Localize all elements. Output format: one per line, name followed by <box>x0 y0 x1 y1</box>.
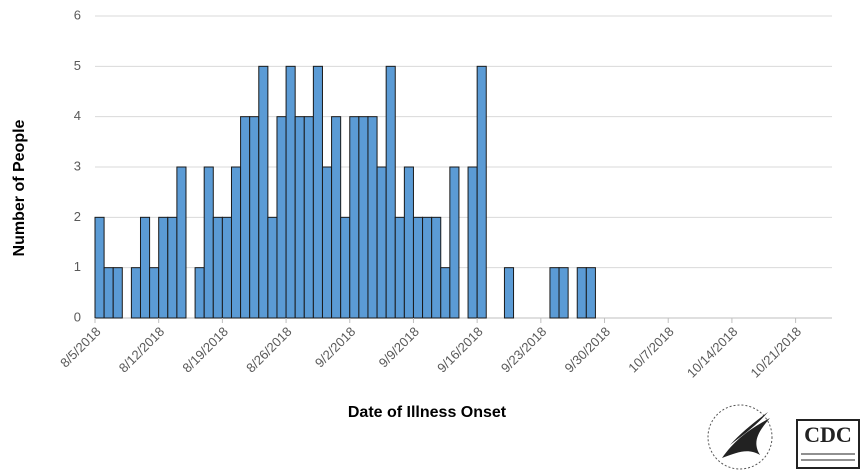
x-tick-label: 9/2/2018 <box>312 324 358 370</box>
bar <box>149 267 160 319</box>
bar <box>376 166 387 319</box>
bar <box>449 166 460 319</box>
bar <box>285 65 296 319</box>
bar <box>312 65 323 319</box>
bar <box>103 267 114 319</box>
x-tick-label: 9/30/2018 <box>562 324 614 376</box>
x-tick-label: 9/23/2018 <box>498 324 550 376</box>
bar <box>403 166 414 319</box>
bar <box>139 216 151 319</box>
x-tick-label: 10/21/2018 <box>748 324 805 381</box>
x-tick-label: 10/7/2018 <box>625 324 677 376</box>
bar <box>158 216 169 319</box>
x-tick-label: 9/16/2018 <box>434 324 486 376</box>
x-tick-label: 9/9/2018 <box>376 324 422 370</box>
bar <box>340 216 351 319</box>
bar <box>349 116 360 319</box>
bar <box>240 116 251 319</box>
bar <box>431 216 442 319</box>
bar <box>422 216 433 319</box>
bar <box>412 216 424 319</box>
bar <box>576 267 587 319</box>
bar <box>276 116 287 319</box>
bar <box>258 65 269 319</box>
bar <box>249 116 260 319</box>
x-tick-label: 8/5/2018 <box>57 324 103 370</box>
bar <box>385 65 396 319</box>
y-axis-title: Number of People <box>11 119 28 256</box>
bar <box>130 267 141 319</box>
bar <box>176 166 187 319</box>
bar <box>112 267 123 319</box>
y-tick-label: 4 <box>74 108 81 123</box>
bar <box>394 216 405 319</box>
bar <box>331 116 342 319</box>
bar <box>558 267 569 319</box>
hhs-logo <box>707 404 773 470</box>
y-tick-label: 3 <box>74 158 81 173</box>
bar <box>358 116 369 319</box>
y-tick-label: 1 <box>74 259 81 274</box>
bar <box>203 166 214 319</box>
bar <box>267 216 278 319</box>
bar <box>221 216 232 319</box>
bar <box>212 216 223 319</box>
bar <box>476 65 487 319</box>
y-tick-label: 2 <box>74 209 81 224</box>
bar <box>585 267 596 319</box>
bar <box>194 267 205 319</box>
cdc-logo: CDC <box>796 419 860 469</box>
cdc-logo-text: CDC <box>804 422 852 447</box>
x-tick-label: 8/19/2018 <box>179 324 231 376</box>
bar <box>303 116 314 319</box>
bar <box>503 267 515 319</box>
x-axis-title: Date of Illness Onset <box>348 404 507 421</box>
bar <box>94 216 105 319</box>
bar <box>167 216 178 319</box>
x-tick-label: 8/26/2018 <box>243 324 295 376</box>
y-tick-label: 0 <box>74 309 81 324</box>
bar <box>230 166 242 319</box>
bar <box>367 116 378 319</box>
x-tick-label: 10/14/2018 <box>684 324 741 381</box>
bar <box>467 166 478 319</box>
y-tick-label: 5 <box>74 58 81 73</box>
bar <box>440 267 451 319</box>
bar <box>549 267 560 319</box>
x-tick-label: 8/12/2018 <box>116 324 168 376</box>
bar <box>294 116 305 319</box>
y-tick-label: 6 <box>74 7 81 22</box>
bar <box>321 166 333 319</box>
